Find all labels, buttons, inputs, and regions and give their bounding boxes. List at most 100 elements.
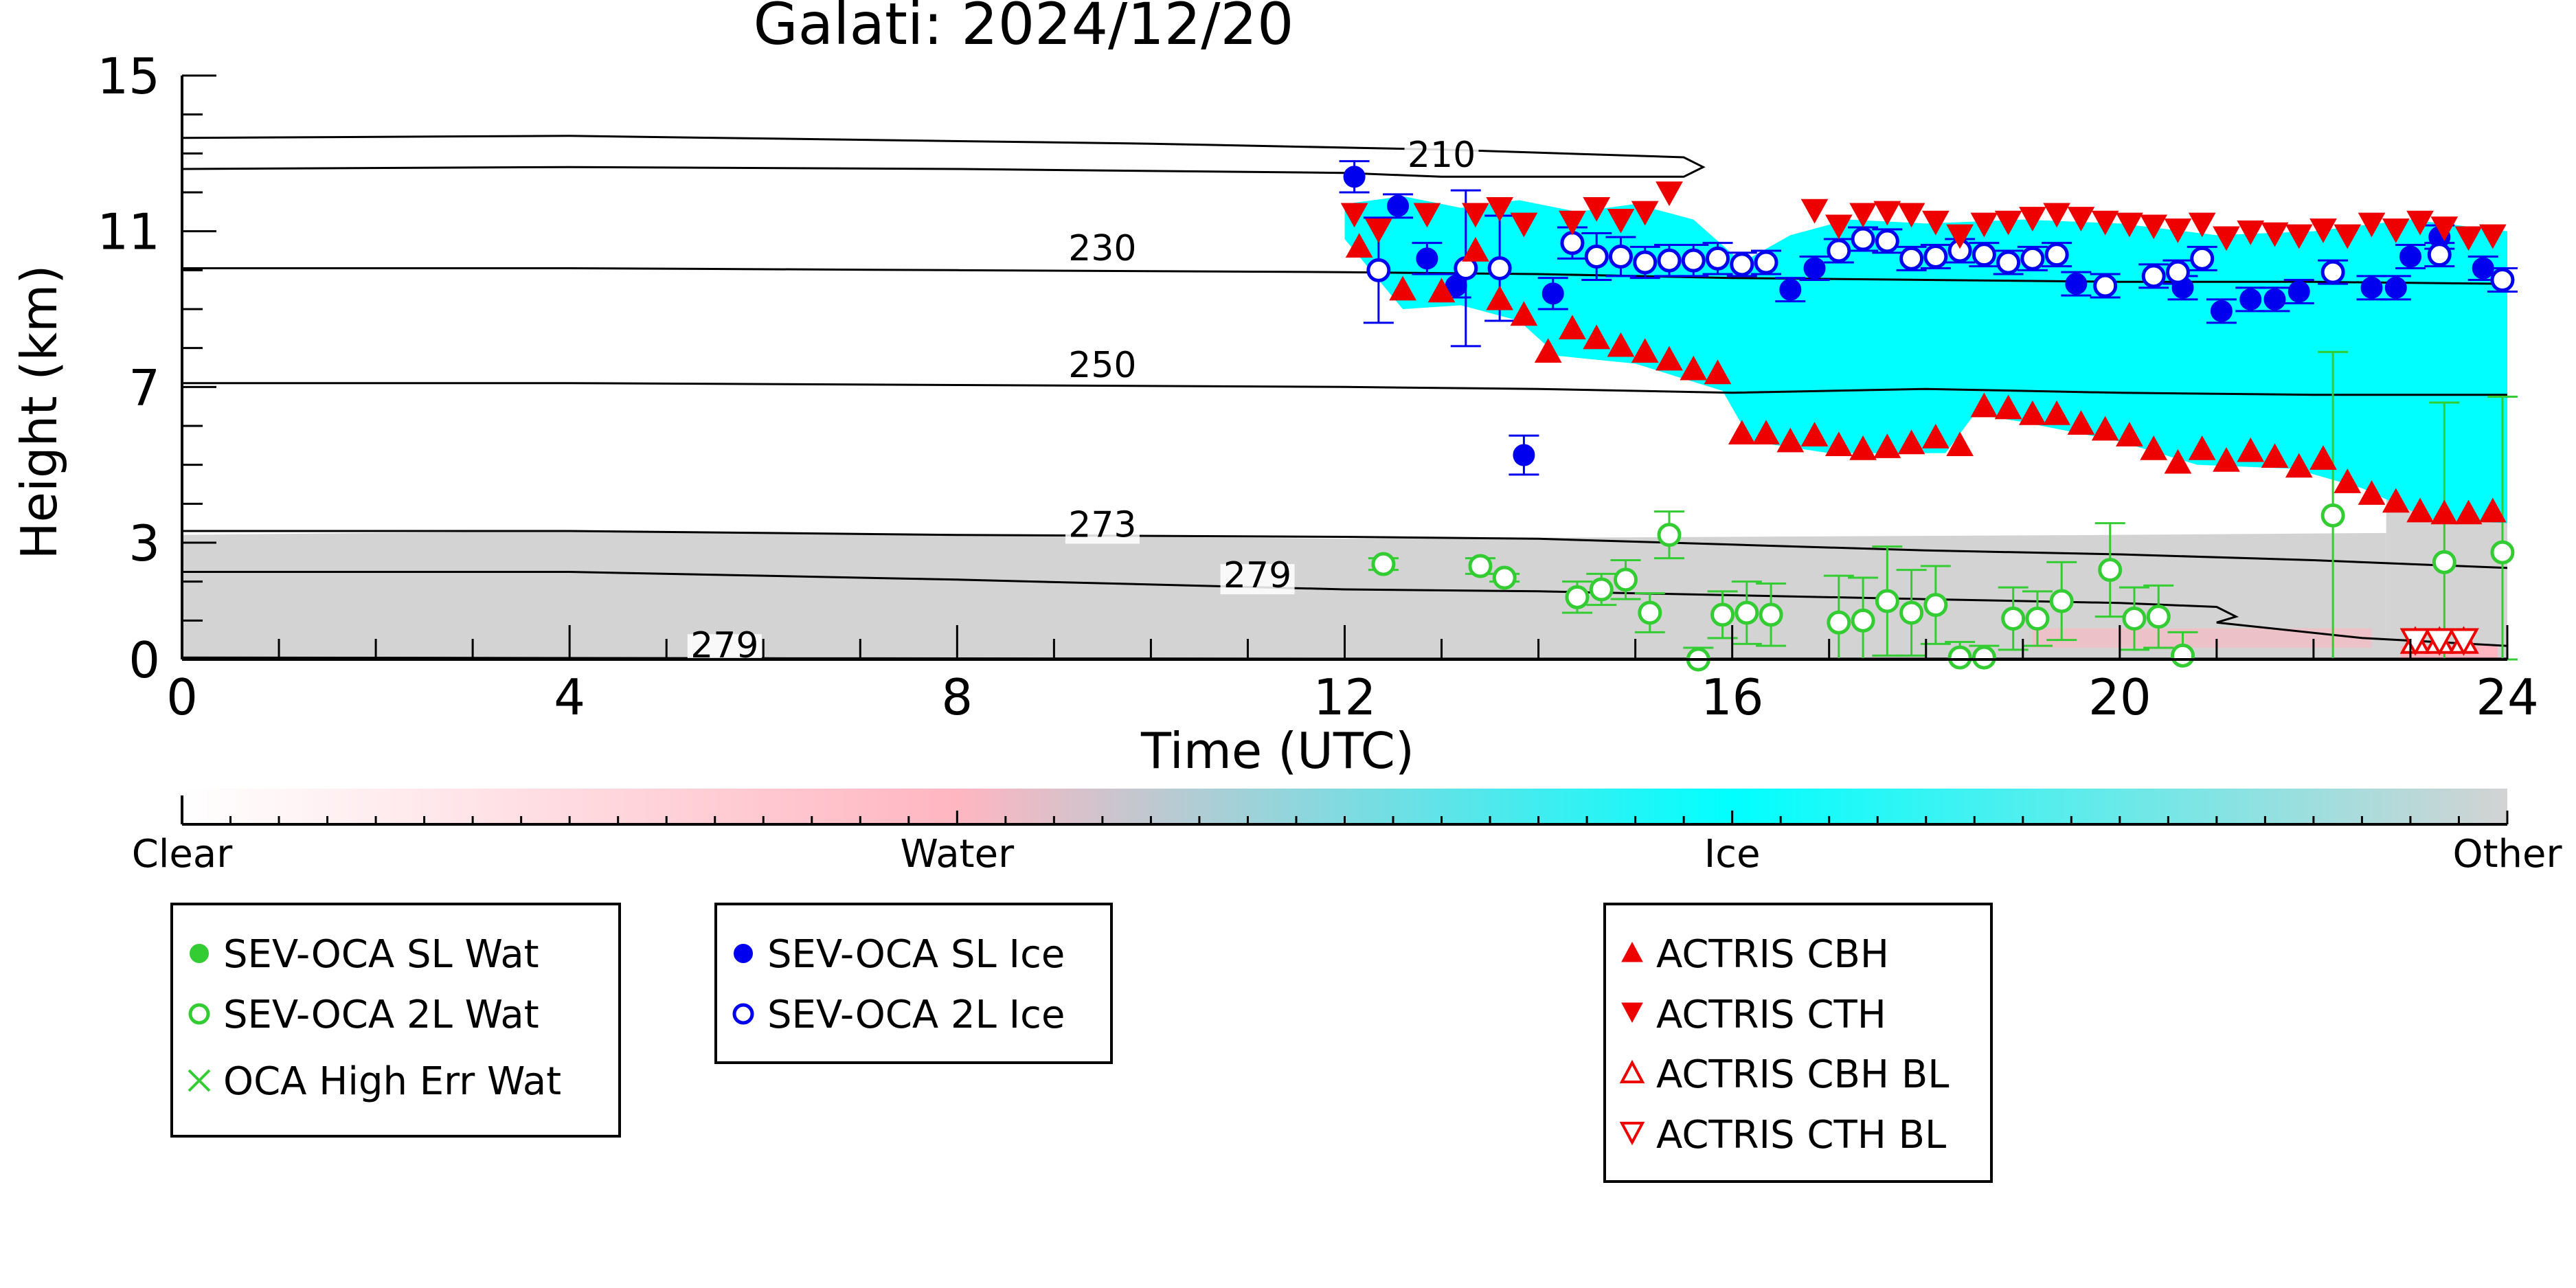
point [1971, 645, 1996, 670]
point [2091, 416, 2119, 441]
colorbar-label: Clear [132, 832, 233, 877]
point [2067, 410, 2095, 435]
point [2334, 224, 2362, 249]
point [1657, 523, 1682, 547]
point [2261, 222, 2289, 247]
point [1754, 250, 1778, 275]
contour-label-bg-0 [1404, 144, 1479, 174]
point [1759, 602, 1783, 627]
water-patch [2032, 628, 2372, 648]
point [1560, 231, 1585, 256]
legend-frame [1603, 903, 1993, 1183]
contour-line-3 [182, 530, 2508, 569]
point [1873, 201, 1901, 226]
point [1824, 431, 1853, 457]
series-actris-cbh [1345, 233, 2507, 525]
point [2093, 273, 2118, 298]
series-sev-oca-2l-wat [1368, 350, 2518, 672]
point [2384, 276, 2407, 299]
point [1800, 199, 1829, 224]
point [1970, 212, 1998, 238]
point [1371, 552, 1396, 576]
contour-label-bg-2 [1065, 354, 1140, 385]
point [1413, 203, 1441, 228]
y-tick-label: 11 [97, 203, 160, 261]
colorbar-label: Water [901, 832, 1015, 877]
contour-line-2 [182, 382, 2507, 396]
point [1583, 196, 1611, 222]
legend-label: SEV-OCA SL Ice [767, 932, 1065, 977]
point [1922, 210, 1950, 236]
point [2478, 497, 2507, 523]
point [1706, 246, 1730, 271]
point [2116, 212, 2143, 238]
x-axis-label: Time (UTC) [1140, 722, 1414, 780]
legend-box-2: SEV-OCA SL Ice SEV-OCA 2L Ice [714, 903, 1113, 1064]
point [2188, 435, 2216, 460]
point [1510, 212, 1538, 238]
legend-frame [714, 903, 1113, 1064]
point [2358, 212, 2386, 238]
point [1607, 332, 1635, 357]
point [1541, 282, 1564, 305]
point [2360, 276, 2383, 299]
point [2043, 400, 2071, 425]
point [1735, 600, 1759, 625]
point [2146, 605, 2171, 629]
point [2448, 628, 2479, 656]
legend-label: ACTRIS CBH [1656, 932, 1889, 977]
point [1462, 236, 1489, 262]
legend-marker [1619, 1059, 1645, 1083]
legend-marker [190, 944, 209, 963]
point [1416, 247, 1438, 270]
point [2285, 224, 2313, 249]
point [1922, 423, 1950, 449]
point [1492, 565, 1517, 590]
y-tick-label: 0 [128, 631, 160, 689]
point [1728, 420, 1756, 445]
legend-label: ACTRIS CTH [1656, 993, 1886, 1037]
point [2287, 280, 2310, 303]
point [2309, 218, 2337, 243]
point [1656, 181, 1683, 207]
point [2237, 220, 2265, 245]
point [1631, 201, 1659, 226]
point [1873, 433, 1901, 458]
point [2165, 260, 2190, 284]
point [1897, 429, 1925, 455]
point [2210, 300, 2233, 322]
point [2406, 210, 2434, 236]
point [1899, 246, 1924, 271]
point [1631, 338, 1659, 363]
data-marks [1339, 160, 2518, 672]
x-tick-label: 0 [166, 668, 198, 726]
point [2213, 226, 2240, 251]
colorbar-label: Ice [1704, 832, 1761, 877]
point [1851, 608, 1875, 633]
series-sev-oca-sl-ice [1339, 160, 2498, 476]
point [1849, 435, 1877, 460]
point [1923, 245, 1948, 269]
point [2164, 449, 2192, 474]
point [1387, 194, 1410, 217]
point [1994, 210, 2022, 236]
point [2430, 499, 2459, 525]
point [2043, 203, 2071, 228]
point [2140, 435, 2168, 460]
point [1607, 208, 1635, 234]
y-tick-label: 3 [128, 515, 160, 572]
point [2263, 288, 2286, 310]
point [1513, 444, 1535, 466]
point [1486, 285, 1514, 310]
point [1486, 196, 1514, 222]
point [2382, 218, 2410, 243]
point [2065, 273, 2088, 295]
legend-label: SEV-OCA 2L Ice [767, 993, 1065, 1037]
point [1366, 258, 1391, 282]
point [2399, 245, 2421, 268]
point [1946, 224, 1974, 249]
contour-label-4: 279 [1223, 555, 1291, 596]
point [2430, 216, 2459, 242]
point [2432, 550, 2456, 574]
series-actris-cth-bl [2399, 628, 2479, 656]
